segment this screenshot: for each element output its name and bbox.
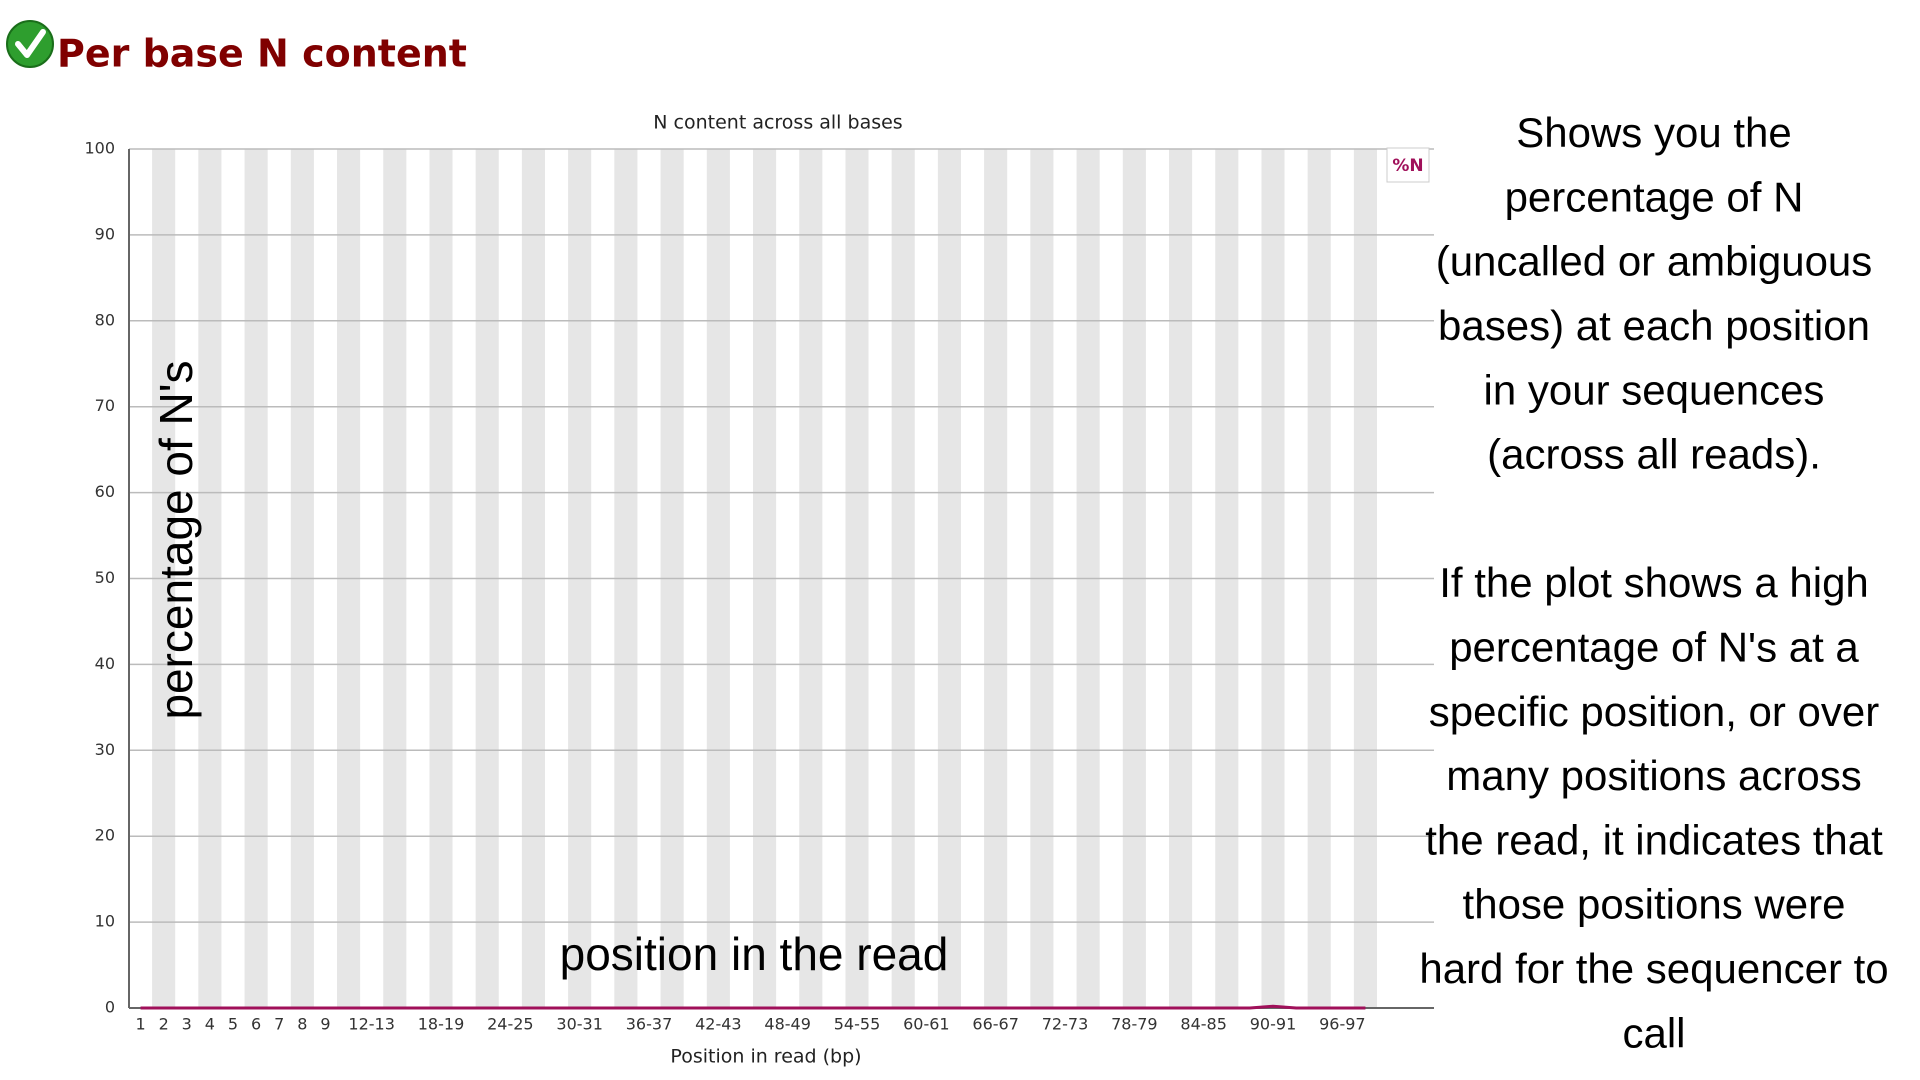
x-tick-label: 42-43 [695,1015,742,1034]
x-tick-label: 8 [297,1015,307,1034]
x-tick-label: 5 [228,1015,238,1034]
y-tick-label: 100 [84,139,115,158]
x-tick-label: 54-55 [834,1015,881,1034]
description-line: percentage of N [1505,173,1804,220]
description-line: (uncalled or ambiguous [1436,238,1873,285]
description-line: percentage of N's at a [1449,623,1859,670]
x-annotation: position in the read [560,928,949,980]
x-tick-label: 90-91 [1250,1015,1297,1034]
x-tick-label: 78-79 [1111,1015,1158,1034]
x-tick-label: 18-19 [418,1015,465,1034]
x-tick-label: 96-97 [1319,1015,1366,1034]
x-tick-label: 2 [159,1015,169,1034]
y-tick-label: 20 [95,826,115,845]
x-tick-label: 1 [135,1015,145,1034]
legend-box [1386,147,1430,183]
x-tick-label: 84-85 [1180,1015,1227,1034]
description-line: If the plot shows a high [1439,559,1869,606]
y-tick-label: 0 [105,998,115,1017]
x-tick-label: 48-49 [764,1015,811,1034]
description-line: many positions across [1446,752,1862,799]
x-tick-label: 66-67 [972,1015,1019,1034]
page-title: Per base N content [57,32,467,76]
y-tick-label: 10 [95,912,115,931]
description-line: bases) at each position [1438,302,1870,349]
chart-title: N content across all bases [653,112,902,134]
y-tick-label: 40 [95,654,115,673]
description-line: specific position, or over [1429,688,1880,735]
x-tick-label: 72-73 [1042,1015,1089,1034]
x-tick-label: 9 [320,1015,330,1034]
x-tick-label: 60-61 [903,1015,950,1034]
description-line: hard for the sequencer to [1419,945,1888,992]
description-line: Shows you the [1516,109,1792,156]
y-tick-label: 50 [95,568,115,587]
x-axis-label: Position in read (bp) [670,1046,861,1068]
y-tick-label: 90 [95,224,115,243]
description-line: the read, it indicates that [1425,816,1883,863]
legend-label: %N [1392,156,1423,176]
x-tick-label: 7 [274,1015,284,1034]
x-tick-label: 3 [182,1015,192,1034]
x-tick-label: 24-25 [487,1015,534,1034]
x-tick-label: 12-13 [348,1015,395,1034]
description-line: (across all reads). [1487,431,1821,478]
x-tick-label: 4 [205,1015,215,1034]
y-tick-label: 30 [95,740,115,759]
description-line: those positions were [1463,881,1846,928]
x-tick-label: 30-31 [556,1015,603,1034]
pass-icon [6,20,54,68]
description-line: call [1622,1009,1685,1056]
y-annotation: percentage of N's [150,360,202,719]
y-tick-label: 70 [95,396,115,415]
data-line [140,1004,1366,1010]
description-line: in your sequences [1484,366,1825,413]
y-tick-label: 80 [95,310,115,329]
x-tick-label: 6 [251,1015,261,1034]
y-tick-label: 60 [95,482,115,501]
x-tick-label: 36-37 [626,1015,673,1034]
